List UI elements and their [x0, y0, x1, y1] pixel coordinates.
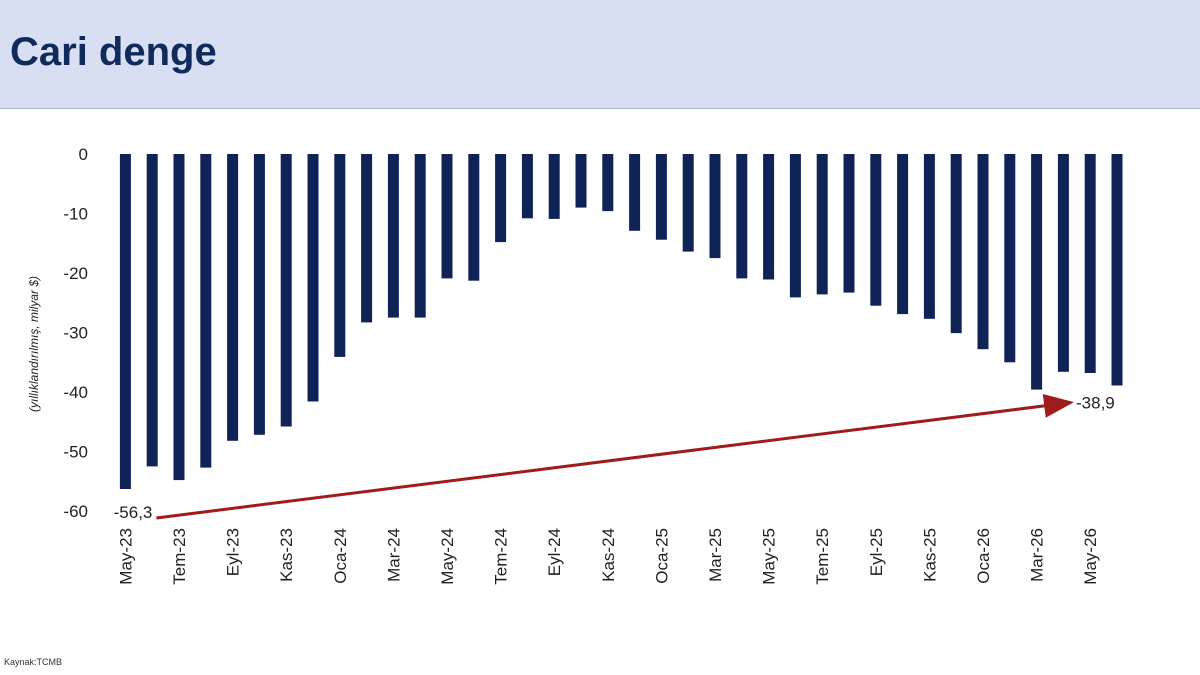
- x-tick-label: Kas-25: [920, 528, 939, 582]
- x-tick-label: Tem-24: [492, 528, 511, 585]
- bar: [575, 154, 587, 208]
- x-tick-label: May-25: [760, 528, 779, 585]
- bar: [682, 154, 694, 252]
- y-axis-label: (yıllıklandırılmış, milyar $): [27, 276, 41, 412]
- y-tick-label: -20: [63, 264, 88, 283]
- x-tick-label: Eyl-25: [867, 528, 886, 576]
- bar: [119, 154, 131, 489]
- annotation-end-value: -38,9: [1076, 393, 1115, 412]
- bar: [789, 154, 801, 298]
- annotation-start-value: -56,3: [114, 503, 153, 522]
- bar: [414, 154, 426, 318]
- y-tick-label: -40: [63, 383, 88, 402]
- bar: [441, 154, 453, 279]
- bar: [1084, 154, 1096, 373]
- bar: [977, 154, 989, 350]
- bar: [1111, 154, 1123, 386]
- bar: [253, 154, 265, 435]
- bar: [361, 154, 373, 323]
- x-tick-label: Oca-24: [331, 528, 350, 584]
- bar: [950, 154, 962, 334]
- x-tick-label: Tem-25: [813, 528, 832, 585]
- bar: [280, 154, 292, 427]
- x-tick-label: Eyl-23: [224, 528, 243, 576]
- bar: [200, 154, 212, 468]
- current-account-bar-chart: 0 -10 -20 -30 -40 -50 -60 (yıllıklandırılmış, m…: [27, 145, 1123, 585]
- bar: [307, 154, 319, 402]
- bar: [227, 154, 239, 441]
- bar: [897, 154, 909, 315]
- x-tick-label: May-23: [116, 528, 135, 585]
- x-tick-label: Oca-25: [652, 528, 671, 584]
- bar: [146, 154, 158, 467]
- x-tick-label: Oca-26: [974, 528, 993, 584]
- bar: [843, 154, 855, 293]
- x-tick-label: Mar-25: [706, 528, 725, 582]
- trend-arrow: [156, 393, 1074, 520]
- bar: [1004, 154, 1016, 363]
- bar: [923, 154, 935, 319]
- y-tick-label: -60: [63, 502, 88, 521]
- bar: [763, 154, 775, 280]
- x-tick-label: Kas-23: [277, 528, 296, 582]
- bar: [173, 154, 185, 481]
- bar: [495, 154, 507, 243]
- bar: [334, 154, 346, 357]
- page-title: Cari denge: [10, 30, 217, 74]
- bar: [629, 154, 641, 231]
- y-tick-label: -10: [63, 205, 88, 224]
- x-tick-label: Mar-24: [384, 528, 403, 582]
- x-tick-label: Mar-26: [1028, 528, 1047, 582]
- title-bar: Cari denge: [0, 0, 1200, 109]
- bar: [655, 154, 667, 240]
- bar: [521, 154, 533, 219]
- x-tick-label: Kas-24: [599, 528, 618, 582]
- bar: [870, 154, 882, 306]
- bar: [1057, 154, 1069, 372]
- bar: [1031, 154, 1043, 390]
- source-note: Kaynak:TCMB: [4, 657, 63, 667]
- y-tick-label: 0: [79, 145, 88, 164]
- y-tick-label: -50: [63, 443, 88, 462]
- x-tick-label: May-24: [438, 528, 457, 585]
- x-tick-label: Eyl-24: [545, 528, 564, 576]
- y-tick-label: -30: [63, 324, 88, 343]
- bar: [602, 154, 614, 212]
- bar: [468, 154, 480, 281]
- x-tick-label: May-26: [1081, 528, 1100, 585]
- bar: [387, 154, 399, 318]
- bar: [816, 154, 828, 295]
- bar: [548, 154, 560, 219]
- bar: [709, 154, 721, 259]
- x-tick-label: Tem-23: [170, 528, 189, 585]
- bar: [736, 154, 748, 279]
